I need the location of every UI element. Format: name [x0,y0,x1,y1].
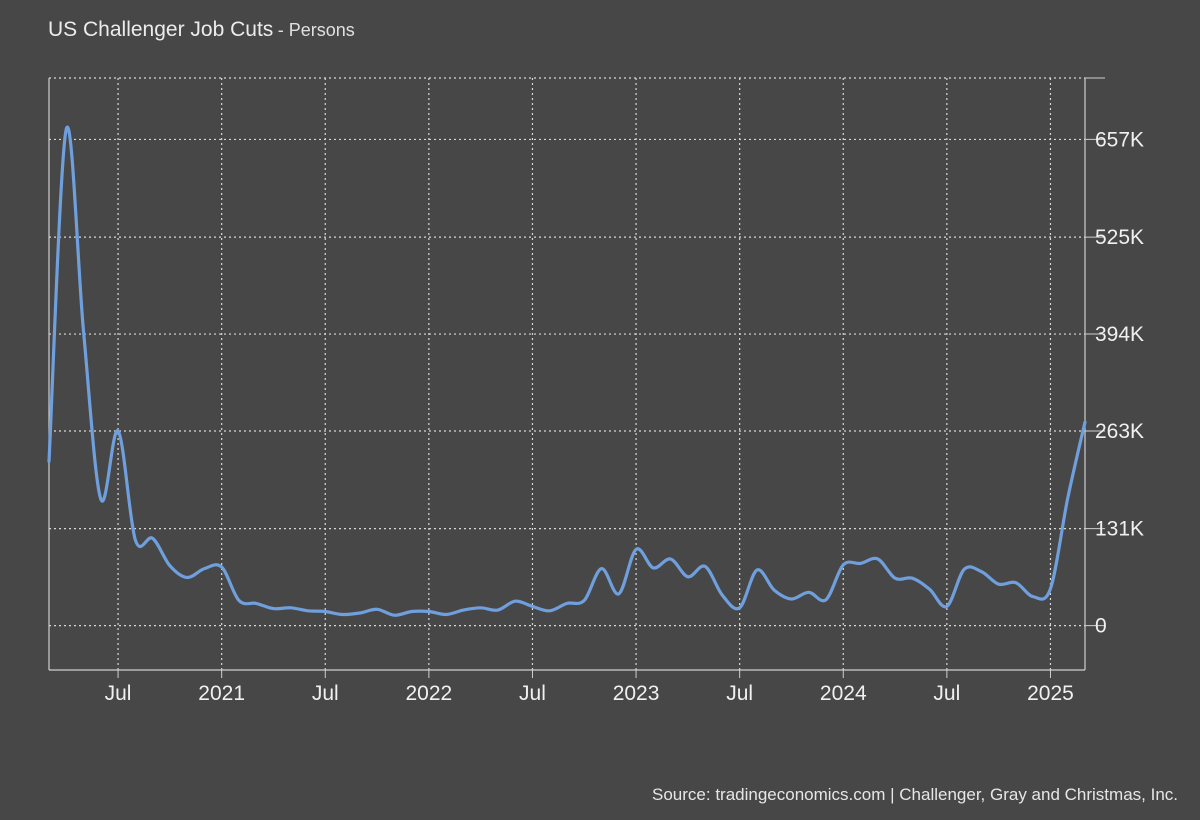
x-tick-label: Jul [312,682,339,705]
y-tick-label: 263K [1095,420,1144,443]
x-tick-label: Jul [726,682,753,705]
x-tick-label: 2021 [198,682,245,705]
y-tick-label: 525K [1095,226,1144,249]
y-tick-label: 394K [1095,323,1144,346]
chart-title: US Challenger Job Cuts [48,18,274,41]
horizontal-gridlines [49,77,1085,627]
chart-axes [48,77,1105,678]
y-tick-label: 657K [1095,128,1144,151]
chart-title-row: US Challenger Job Cuts - Persons [48,18,355,42]
x-axis-tick-labels: Jul 2021 Jul 2022 Jul 2023 Jul 2024 Jul 2025 [105,682,1074,705]
x-tick-label: Jul [933,682,960,705]
x-tick-label: Jul [519,682,546,705]
y-tick-label: 0 [1095,615,1107,638]
x-tick-label: 2022 [406,682,453,705]
x-tick-label: 2025 [1027,682,1074,705]
x-tick-label: Jul [105,682,132,705]
line-chart: Jul 2021 Jul 2022 Jul 2023 Jul 2024 Jul 2025 0 131… [47,77,1144,705]
x-tick-label: 2023 [613,682,660,705]
y-axis-tick-labels: 0 131K 263K 394K 525K 657K [1095,128,1144,637]
x-tick-label: 2024 [820,682,867,705]
series-layer [47,125,1087,617]
source-attribution: Source: tradingeconomics.com | Challenge… [652,785,1178,804]
chart-subtitle: - Persons [277,20,355,40]
vertical-gridlines [117,78,1052,670]
y-tick-label: 131K [1095,518,1144,541]
series-line-job-cuts [47,125,1087,617]
